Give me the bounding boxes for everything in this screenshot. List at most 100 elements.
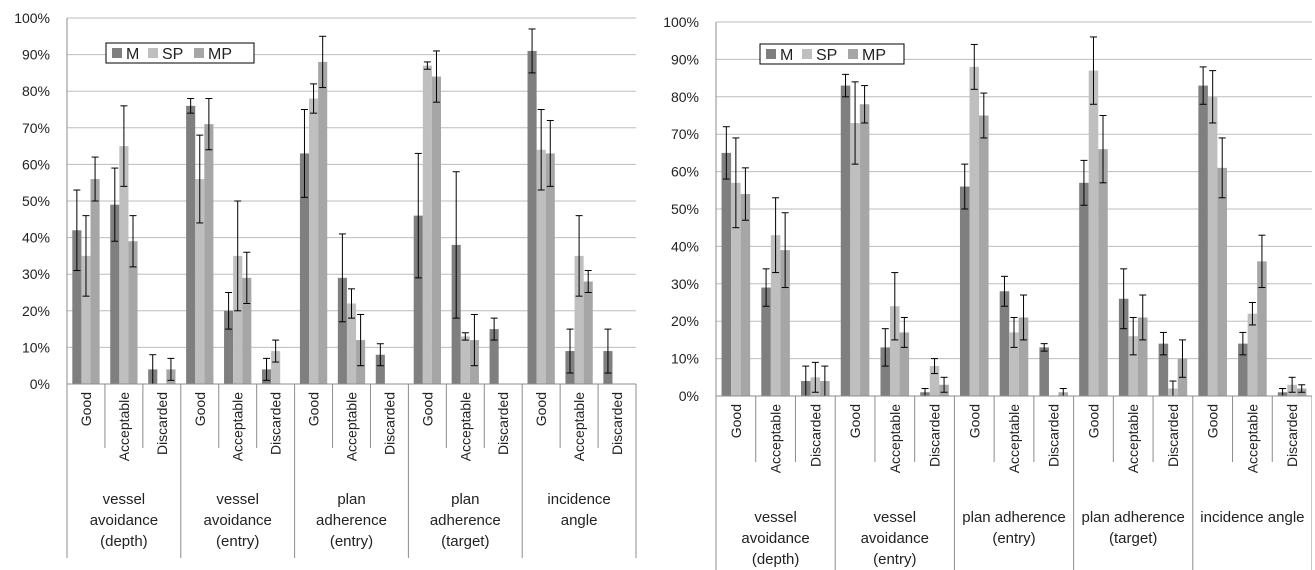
y-tick-label: 0% xyxy=(679,388,699,404)
x-category-label: Good xyxy=(533,392,549,426)
chart-left: 0% 10% 20% 30% 40% 50% 60% 70% 80% 90% 100% Good Acc… xyxy=(14,10,637,558)
bar-mp xyxy=(431,76,442,384)
x-category-label: Acceptable xyxy=(887,404,903,473)
x-category-label: Good xyxy=(847,404,863,438)
y-tick-label: 100% xyxy=(14,10,50,26)
x-group-label: avoidance xyxy=(90,512,158,529)
bar-mp xyxy=(545,153,555,384)
x-group-label: (entry) xyxy=(330,533,373,550)
bar-m xyxy=(880,347,891,396)
bar-m xyxy=(1079,182,1089,396)
bar-m xyxy=(337,277,347,384)
bar-mp xyxy=(583,281,593,384)
bar-m xyxy=(489,329,499,384)
x-category-label: Discarded xyxy=(268,392,284,455)
legend-swatch-m xyxy=(766,49,776,59)
x-category-label: Discarded xyxy=(1165,404,1181,467)
bar-sp xyxy=(460,336,470,384)
bar-m xyxy=(527,50,537,384)
legend-swatch-sp xyxy=(802,49,812,59)
y-tick-label: 80% xyxy=(22,83,50,99)
y-tick-label: 10% xyxy=(22,339,50,355)
bar-mp xyxy=(979,115,989,396)
x-category-label: Acceptable xyxy=(344,392,360,461)
x-group-label: incidence xyxy=(547,491,610,508)
bar-sp xyxy=(536,149,546,384)
y-tick-label: 50% xyxy=(671,201,699,217)
bar-sp xyxy=(1207,96,1218,397)
x-group-label: plan xyxy=(337,491,365,508)
y-tick-label: 90% xyxy=(22,47,50,63)
x-category-label: Acceptable xyxy=(1006,404,1022,473)
y-tick-label: 20% xyxy=(22,303,50,319)
bar-sp xyxy=(731,182,741,396)
x-category-label: Discarded xyxy=(807,404,823,467)
bar-sp xyxy=(890,306,900,396)
x-group-label: (target) xyxy=(1109,530,1157,547)
bar-m xyxy=(1158,343,1169,396)
bar-mp xyxy=(1098,149,1108,396)
x-category-label: Discarded xyxy=(154,392,170,455)
bar-sp xyxy=(81,255,91,384)
x-group-label: angle xyxy=(561,512,598,529)
bar-mp xyxy=(740,194,751,396)
x-group-label: plan xyxy=(451,491,479,508)
bar-mp xyxy=(318,61,328,385)
bar-sp xyxy=(346,303,357,384)
bar-sp xyxy=(574,255,584,384)
bar-sp xyxy=(1088,70,1099,397)
x-category-label: Discarded xyxy=(609,392,625,455)
y-tick-label: 60% xyxy=(671,164,699,180)
x-group-label: plan adherence xyxy=(962,509,1065,526)
x-group-label: vessel xyxy=(874,509,917,526)
x-category-label: Good xyxy=(78,392,94,426)
bar-mp xyxy=(780,250,790,396)
bar-sp xyxy=(233,255,243,384)
bar-sp xyxy=(770,235,781,396)
x-category-label: Good xyxy=(192,392,208,426)
legend-label-mp: MP xyxy=(208,46,232,63)
bar-sp xyxy=(271,351,281,384)
x-category-label: Acceptable xyxy=(768,404,784,473)
x-category-label: Good xyxy=(1205,404,1221,438)
x-category-label: Good xyxy=(728,404,744,438)
x-category-label: Discarded xyxy=(1284,404,1300,467)
chart-right: 0% 10% 20% 30% 40% 50% 60% 70% 80% 90% 100% Good Acc… xyxy=(663,14,1312,570)
legend-swatch-mp xyxy=(194,48,204,58)
y-tick-label: 40% xyxy=(671,238,699,254)
x-group-label: vessel xyxy=(754,509,797,526)
y-tick-label: 40% xyxy=(22,230,50,246)
x-group-label: plan adherence xyxy=(1081,509,1184,526)
x-group-label: (entry) xyxy=(873,551,916,568)
bar-mp xyxy=(128,241,138,384)
bar-m xyxy=(1039,347,1049,396)
x-category-label: Acceptable xyxy=(571,392,587,461)
bar-mp xyxy=(1137,317,1148,396)
bar-m xyxy=(999,291,1010,396)
bar-mp xyxy=(899,332,910,396)
y-tick-label: 50% xyxy=(22,193,50,209)
legend xyxy=(105,42,255,64)
y-tick-label: 20% xyxy=(671,313,699,329)
bar-m xyxy=(1118,298,1129,396)
bar-sp xyxy=(195,179,205,384)
bar-sp xyxy=(1128,336,1138,396)
y-tick-label: 80% xyxy=(671,89,699,105)
y-tick-label: 10% xyxy=(671,351,699,367)
x-category-label: Discarded xyxy=(495,392,511,455)
x-group-label: avoidance xyxy=(741,530,809,547)
legend-swatch-m xyxy=(112,48,122,58)
bar-m xyxy=(959,186,970,396)
x-category-label: Discarded xyxy=(927,404,943,467)
x-category-label: Acceptable xyxy=(1125,404,1141,473)
legend-swatch-mp xyxy=(848,49,858,59)
bar-mp xyxy=(859,104,870,396)
bar-sp xyxy=(1009,332,1019,396)
x-group-label: (entry) xyxy=(992,530,1035,547)
x-group-label: (depth) xyxy=(752,551,800,568)
bar-m xyxy=(375,354,385,384)
x-group-label: vessel xyxy=(216,491,259,508)
bar-mp xyxy=(90,179,100,384)
y-tick-label: 70% xyxy=(671,126,699,142)
legend-label-mp: MP xyxy=(862,47,886,64)
